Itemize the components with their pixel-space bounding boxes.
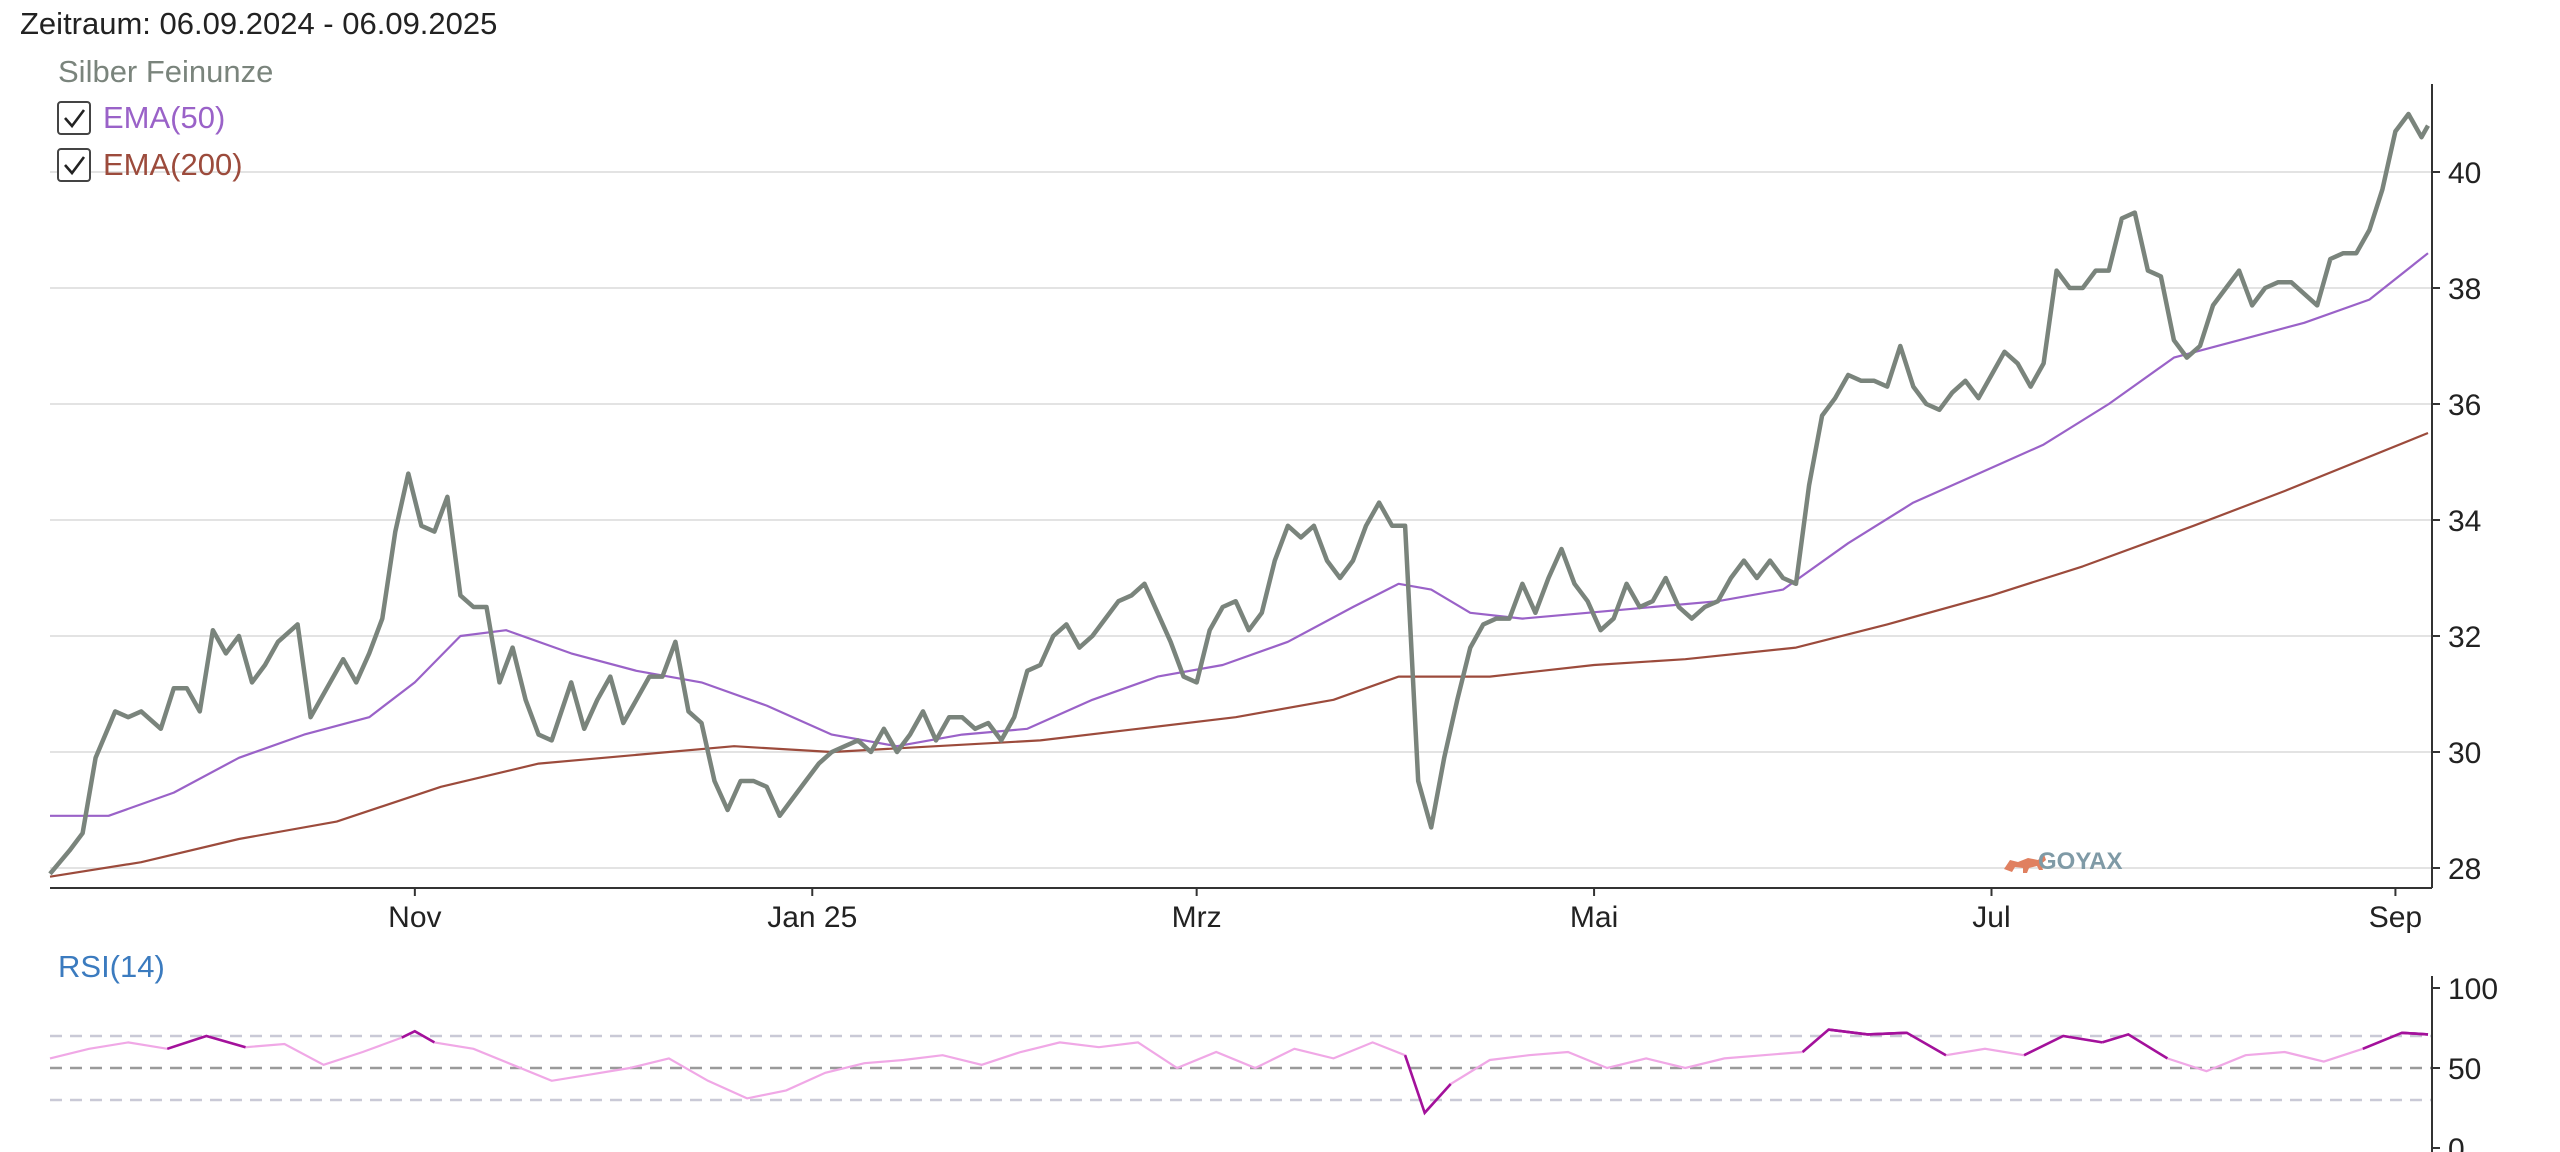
rsi-y-tick-label: 100	[2448, 973, 2498, 1006]
y-tick-label: 34	[2448, 505, 2481, 538]
rsi-y-tick-label: 0	[2448, 1133, 2465, 1152]
y-tick-label: 36	[2448, 389, 2481, 422]
x-tick-label: Nov	[388, 901, 441, 934]
bull-logo-icon	[2004, 854, 2046, 873]
instrument-label: Silber Feinunze	[58, 54, 273, 89]
rsi-extreme-segment	[2101, 1032, 2169, 1060]
series-line-price	[48, 111, 2430, 876]
main-x-axis-ticks: Nov Jan 25 Mrz Mai Jul Sep	[388, 888, 2422, 934]
x-tick-label: Mrz	[1172, 901, 1222, 934]
rsi-extreme-segment	[2401, 1031, 2429, 1036]
legend-item-ema200[interactable]: EMA(200)	[57, 147, 243, 182]
watermark: GOYAX	[2004, 848, 2122, 875]
rsi-extreme-segment	[1867, 1031, 1947, 1057]
rsi-extreme-segment	[2023, 1034, 2103, 1057]
checkmark-icon	[64, 156, 86, 176]
y-tick-label: 28	[2448, 853, 2481, 886]
rsi-extreme-segment	[166, 1034, 246, 1051]
legend-item-ema50[interactable]: EMA(50)	[57, 100, 225, 135]
rsi-reference-lines	[50, 1034, 2432, 1102]
x-tick-label: Mai	[1570, 901, 1618, 934]
x-tick-label: Jul	[1972, 901, 2010, 934]
main-y-axis-ticks: 28 30 32 34 36 38 40	[2432, 157, 2481, 886]
series-line-ema200	[49, 431, 2429, 878]
rsi-extreme-segment	[401, 1029, 436, 1044]
x-tick-label: Jan 25	[767, 901, 857, 934]
series-layer	[48, 111, 2430, 878]
ema200-checkbox[interactable]	[57, 148, 91, 182]
y-tick-label: 38	[2448, 273, 2481, 306]
ema50-checkbox[interactable]	[57, 101, 91, 135]
ema200-label: EMA(200)	[103, 147, 243, 182]
y-tick-label: 30	[2448, 737, 2481, 770]
rsi-label: RSI(14)	[58, 949, 165, 984]
main-grid	[50, 171, 2432, 869]
period-label: Zeitraum: 06.09.2024 - 06.09.2025	[20, 6, 497, 41]
rsi-y-axis-ticks: 0 50 100	[2432, 973, 2498, 1152]
x-tick-label: Sep	[2369, 901, 2422, 934]
series-line-ema50	[50, 252, 2429, 817]
rsi-layer	[49, 1028, 2429, 1116]
y-tick-label: 32	[2448, 621, 2481, 654]
rsi-extreme-segment	[1403, 1054, 1452, 1116]
y-tick-label: 40	[2448, 157, 2481, 190]
checkmark-icon	[64, 109, 86, 129]
rsi-y-tick-label: 50	[2448, 1053, 2481, 1086]
ema50-label: EMA(50)	[103, 100, 225, 135]
watermark-text: GOYAX	[2038, 848, 2122, 875]
